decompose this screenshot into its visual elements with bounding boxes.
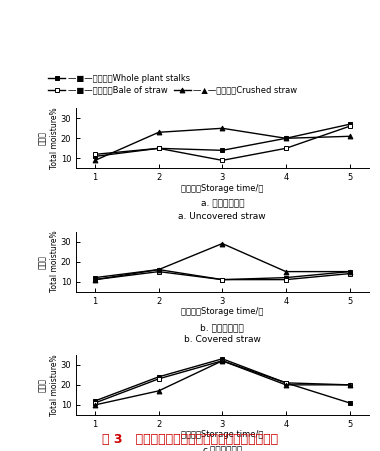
Text: c.秸秵密封储存
c. Sealed straw: c.秸秵密封储存 c. Sealed straw — [188, 446, 257, 451]
X-axis label: 储存时间Storage time/月: 储存时间Storage time/月 — [181, 184, 263, 193]
Text: b. 秸秵覆盖储存
b. Covered straw: b. 秸秵覆盖储存 b. Covered straw — [184, 323, 261, 345]
Y-axis label: 全水分
Total moisture%: 全水分 Total moisture% — [38, 107, 59, 169]
Legend: —■—打捌秸秵Bale of straw, —▲—粉碎秸秵Crushed straw: —■—打捌秸秵Bale of straw, —▲—粉碎秸秵Crushed str… — [45, 83, 301, 98]
Y-axis label: 全水分
Total moisture%: 全水分 Total moisture% — [38, 354, 59, 416]
X-axis label: 储存时间Storage time/月: 储存时间Storage time/月 — [181, 307, 263, 316]
Text: a. 秸秵露天储存
a. Uncovered straw: a. 秸秵露天储存 a. Uncovered straw — [179, 200, 266, 221]
Text: 图 3   秸秵在不同状态和储存条件下的全水分变化: 图 3 秸秵在不同状态和储存条件下的全水分变化 — [102, 433, 278, 446]
X-axis label: 储存时间Storage time/月: 储存时间Storage time/月 — [181, 430, 263, 439]
Y-axis label: 全水分
Total moisture%: 全水分 Total moisture% — [38, 231, 59, 292]
